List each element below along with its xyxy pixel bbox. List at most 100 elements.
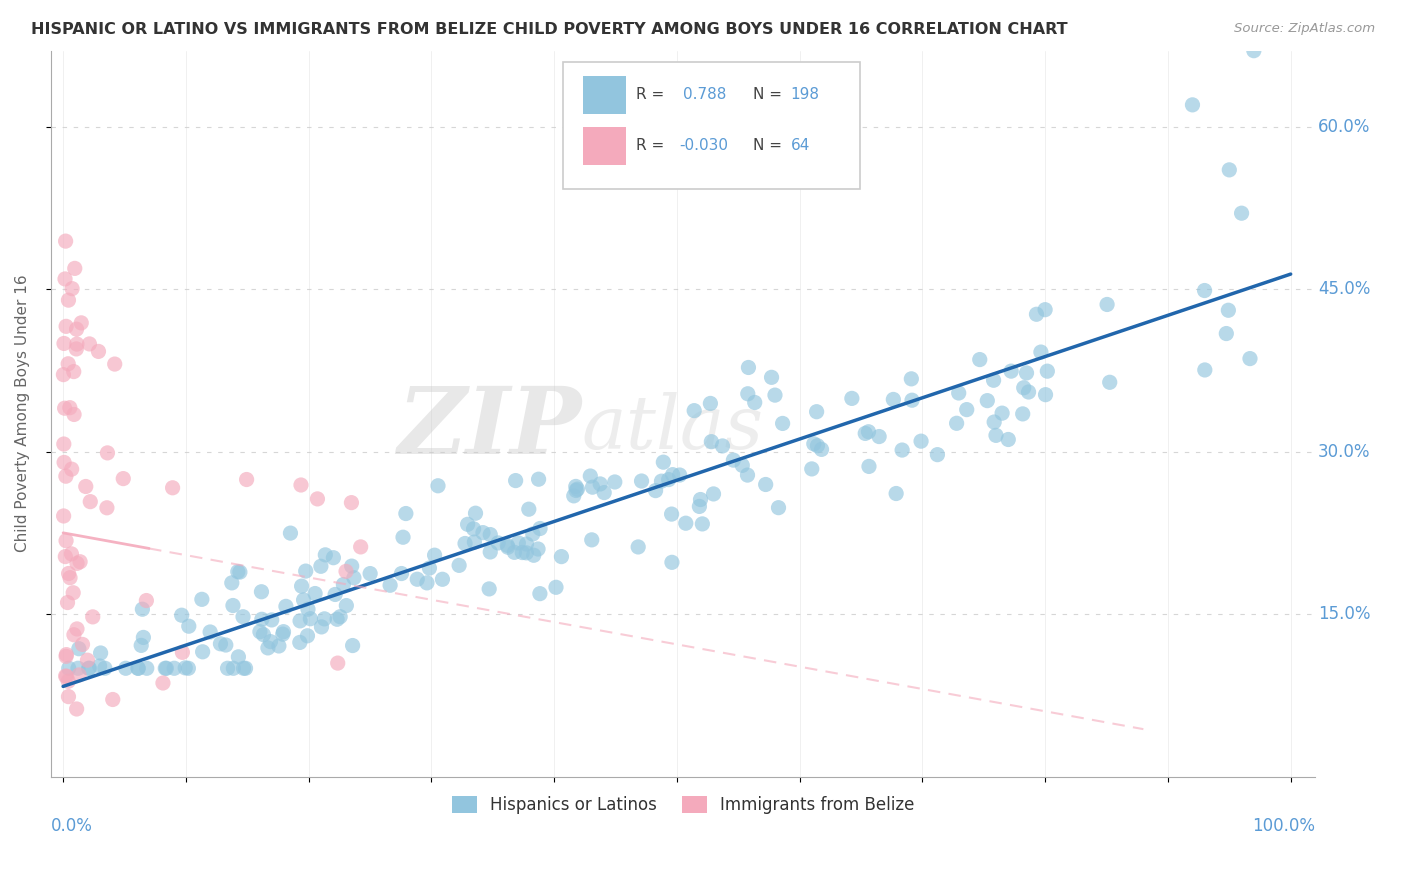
Point xyxy=(515,537,537,551)
Point xyxy=(692,516,714,531)
Point xyxy=(170,608,193,623)
Point xyxy=(603,475,626,489)
Point xyxy=(228,649,250,664)
Point xyxy=(627,540,650,554)
Point xyxy=(177,661,200,675)
Point xyxy=(114,661,136,675)
Point xyxy=(250,584,273,599)
Point xyxy=(803,437,825,451)
Point xyxy=(249,624,271,639)
Point xyxy=(464,506,486,520)
Text: 100.0%: 100.0% xyxy=(1253,816,1315,835)
Y-axis label: Child Poverty Among Boys Under 16: Child Poverty Among Boys Under 16 xyxy=(15,275,30,552)
Point xyxy=(350,540,373,554)
Point xyxy=(699,396,721,410)
Point xyxy=(53,549,76,564)
Point xyxy=(267,639,290,653)
Point xyxy=(1015,366,1038,380)
Point xyxy=(101,692,124,706)
Point xyxy=(53,455,76,469)
Point xyxy=(858,425,880,439)
Point xyxy=(209,637,232,651)
Text: N =: N = xyxy=(752,137,782,153)
Point xyxy=(650,474,672,488)
Point xyxy=(232,609,254,624)
Point xyxy=(60,547,83,561)
Point xyxy=(127,661,149,675)
Point xyxy=(63,628,86,642)
Point xyxy=(1011,407,1033,421)
Point xyxy=(658,473,681,487)
Point xyxy=(565,483,588,498)
Point xyxy=(232,661,254,675)
Point xyxy=(581,480,603,494)
Point xyxy=(215,638,238,652)
Point xyxy=(593,485,616,500)
Point xyxy=(89,659,111,673)
Point xyxy=(471,525,494,540)
Point xyxy=(221,575,243,590)
Point xyxy=(1215,326,1237,341)
Point xyxy=(800,462,823,476)
Point xyxy=(689,492,711,507)
Point xyxy=(395,507,418,521)
Point xyxy=(523,548,546,562)
Point xyxy=(132,631,155,645)
Point xyxy=(342,639,364,653)
Point xyxy=(630,474,652,488)
Point xyxy=(479,527,502,541)
Point xyxy=(112,472,135,486)
Point xyxy=(335,565,357,579)
Point xyxy=(529,587,551,601)
Point xyxy=(191,592,214,607)
Point xyxy=(66,622,89,636)
Point xyxy=(510,545,533,559)
Point xyxy=(406,572,429,586)
FancyBboxPatch shape xyxy=(583,76,626,114)
Point xyxy=(761,370,783,384)
Point xyxy=(66,337,89,351)
Point xyxy=(910,434,932,449)
Point xyxy=(661,507,683,521)
Point xyxy=(96,446,118,460)
Text: R =: R = xyxy=(637,87,665,103)
Point xyxy=(129,639,152,653)
Point xyxy=(579,469,602,483)
Point xyxy=(1218,303,1240,318)
Point xyxy=(60,462,83,476)
Point xyxy=(882,392,904,407)
Point xyxy=(222,599,245,613)
Point xyxy=(486,536,509,550)
Point xyxy=(326,656,349,670)
Point xyxy=(135,661,157,675)
Point xyxy=(997,433,1019,447)
Point xyxy=(314,548,336,562)
Point xyxy=(174,661,197,675)
Point xyxy=(79,494,101,508)
Point xyxy=(273,624,295,639)
Point xyxy=(299,612,322,626)
Point xyxy=(72,637,94,651)
Point xyxy=(155,661,177,675)
Point xyxy=(280,526,302,541)
Point xyxy=(340,559,363,574)
Point xyxy=(259,634,281,648)
Point xyxy=(323,587,346,601)
Point xyxy=(235,473,257,487)
Point xyxy=(79,661,101,675)
Point xyxy=(198,625,221,640)
Point xyxy=(755,477,778,491)
Point xyxy=(1098,376,1121,390)
Point xyxy=(55,648,77,662)
Point xyxy=(868,429,890,443)
Point xyxy=(479,545,502,559)
Point xyxy=(291,579,314,593)
Point xyxy=(340,495,363,509)
Point xyxy=(423,548,446,562)
Point xyxy=(58,566,80,581)
Point xyxy=(503,545,526,559)
Point xyxy=(309,559,332,574)
Point xyxy=(155,661,177,675)
Point xyxy=(226,565,249,579)
Point xyxy=(53,272,76,286)
